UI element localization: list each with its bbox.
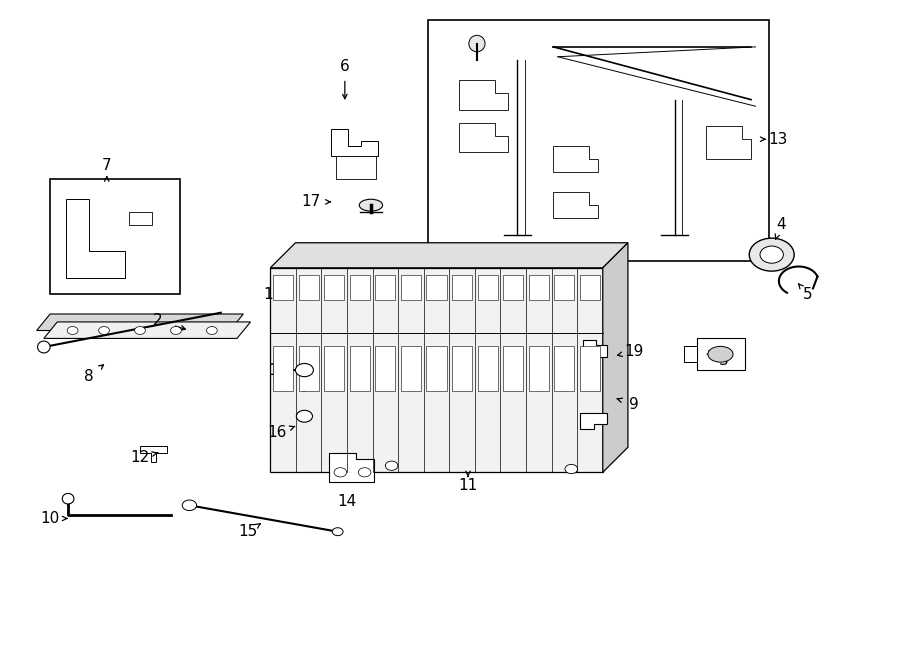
Polygon shape bbox=[583, 340, 608, 357]
Bar bbox=[554, 275, 574, 299]
Bar bbox=[273, 275, 293, 299]
Ellipse shape bbox=[38, 341, 50, 353]
Bar bbox=[427, 346, 446, 391]
Polygon shape bbox=[44, 322, 250, 338]
Bar bbox=[580, 275, 600, 299]
Bar bbox=[375, 275, 395, 299]
Text: 13: 13 bbox=[769, 132, 788, 147]
Bar bbox=[684, 346, 698, 362]
Text: 16: 16 bbox=[268, 425, 287, 440]
Text: 4: 4 bbox=[776, 217, 786, 233]
Bar bbox=[50, 178, 180, 294]
Text: 15: 15 bbox=[238, 524, 257, 539]
Circle shape bbox=[296, 410, 312, 422]
Bar bbox=[273, 346, 293, 391]
Text: 11: 11 bbox=[458, 478, 478, 493]
Circle shape bbox=[295, 364, 313, 377]
Bar bbox=[324, 346, 345, 391]
Circle shape bbox=[760, 246, 783, 263]
Bar bbox=[299, 275, 319, 299]
Bar bbox=[478, 346, 498, 391]
Text: 5: 5 bbox=[803, 287, 813, 301]
Circle shape bbox=[749, 238, 794, 271]
Polygon shape bbox=[328, 453, 374, 483]
Polygon shape bbox=[459, 123, 508, 153]
Polygon shape bbox=[37, 314, 243, 330]
Polygon shape bbox=[603, 243, 628, 473]
Text: 19: 19 bbox=[625, 344, 643, 359]
Circle shape bbox=[358, 468, 371, 477]
Bar bbox=[478, 275, 498, 299]
Bar bbox=[580, 346, 600, 391]
Circle shape bbox=[182, 500, 196, 510]
Polygon shape bbox=[554, 192, 598, 218]
Polygon shape bbox=[554, 146, 598, 173]
Polygon shape bbox=[130, 212, 152, 225]
Text: 1: 1 bbox=[264, 287, 274, 301]
Text: 3: 3 bbox=[719, 353, 729, 368]
Bar bbox=[503, 275, 523, 299]
Text: 12: 12 bbox=[130, 449, 149, 465]
Ellipse shape bbox=[469, 35, 485, 52]
Circle shape bbox=[68, 327, 78, 334]
Polygon shape bbox=[331, 130, 378, 156]
Text: 9: 9 bbox=[629, 397, 639, 412]
Polygon shape bbox=[580, 413, 608, 430]
Bar bbox=[350, 275, 370, 299]
Text: 18: 18 bbox=[268, 363, 287, 377]
Bar bbox=[375, 346, 395, 391]
Text: 10: 10 bbox=[40, 511, 59, 526]
Circle shape bbox=[99, 327, 110, 334]
Bar bbox=[427, 275, 446, 299]
Polygon shape bbox=[140, 446, 166, 463]
Bar bbox=[528, 346, 549, 391]
Bar bbox=[452, 275, 472, 299]
Circle shape bbox=[332, 527, 343, 535]
Circle shape bbox=[206, 327, 217, 334]
Bar bbox=[400, 275, 421, 299]
Circle shape bbox=[170, 327, 181, 334]
Bar bbox=[400, 346, 421, 391]
Circle shape bbox=[334, 468, 346, 477]
Bar bbox=[270, 268, 603, 473]
Bar bbox=[503, 346, 523, 391]
Text: 6: 6 bbox=[340, 59, 350, 74]
Circle shape bbox=[385, 461, 398, 471]
Bar bbox=[528, 275, 549, 299]
Text: 8: 8 bbox=[84, 369, 94, 384]
Bar bbox=[324, 275, 345, 299]
Bar bbox=[428, 20, 769, 261]
Ellipse shape bbox=[62, 493, 74, 504]
Polygon shape bbox=[270, 243, 628, 268]
Text: 2: 2 bbox=[153, 313, 163, 328]
Circle shape bbox=[565, 465, 578, 474]
Polygon shape bbox=[706, 126, 751, 159]
Bar bbox=[452, 346, 472, 391]
Polygon shape bbox=[67, 198, 125, 278]
Polygon shape bbox=[698, 338, 744, 370]
Polygon shape bbox=[336, 156, 376, 178]
Bar bbox=[299, 346, 319, 391]
Text: 7: 7 bbox=[102, 158, 112, 173]
Ellipse shape bbox=[359, 199, 382, 211]
Text: 17: 17 bbox=[302, 194, 320, 210]
Text: 14: 14 bbox=[337, 494, 356, 510]
Bar bbox=[350, 346, 370, 391]
Bar bbox=[554, 346, 574, 391]
Circle shape bbox=[135, 327, 146, 334]
Polygon shape bbox=[459, 80, 508, 110]
Ellipse shape bbox=[708, 346, 734, 362]
